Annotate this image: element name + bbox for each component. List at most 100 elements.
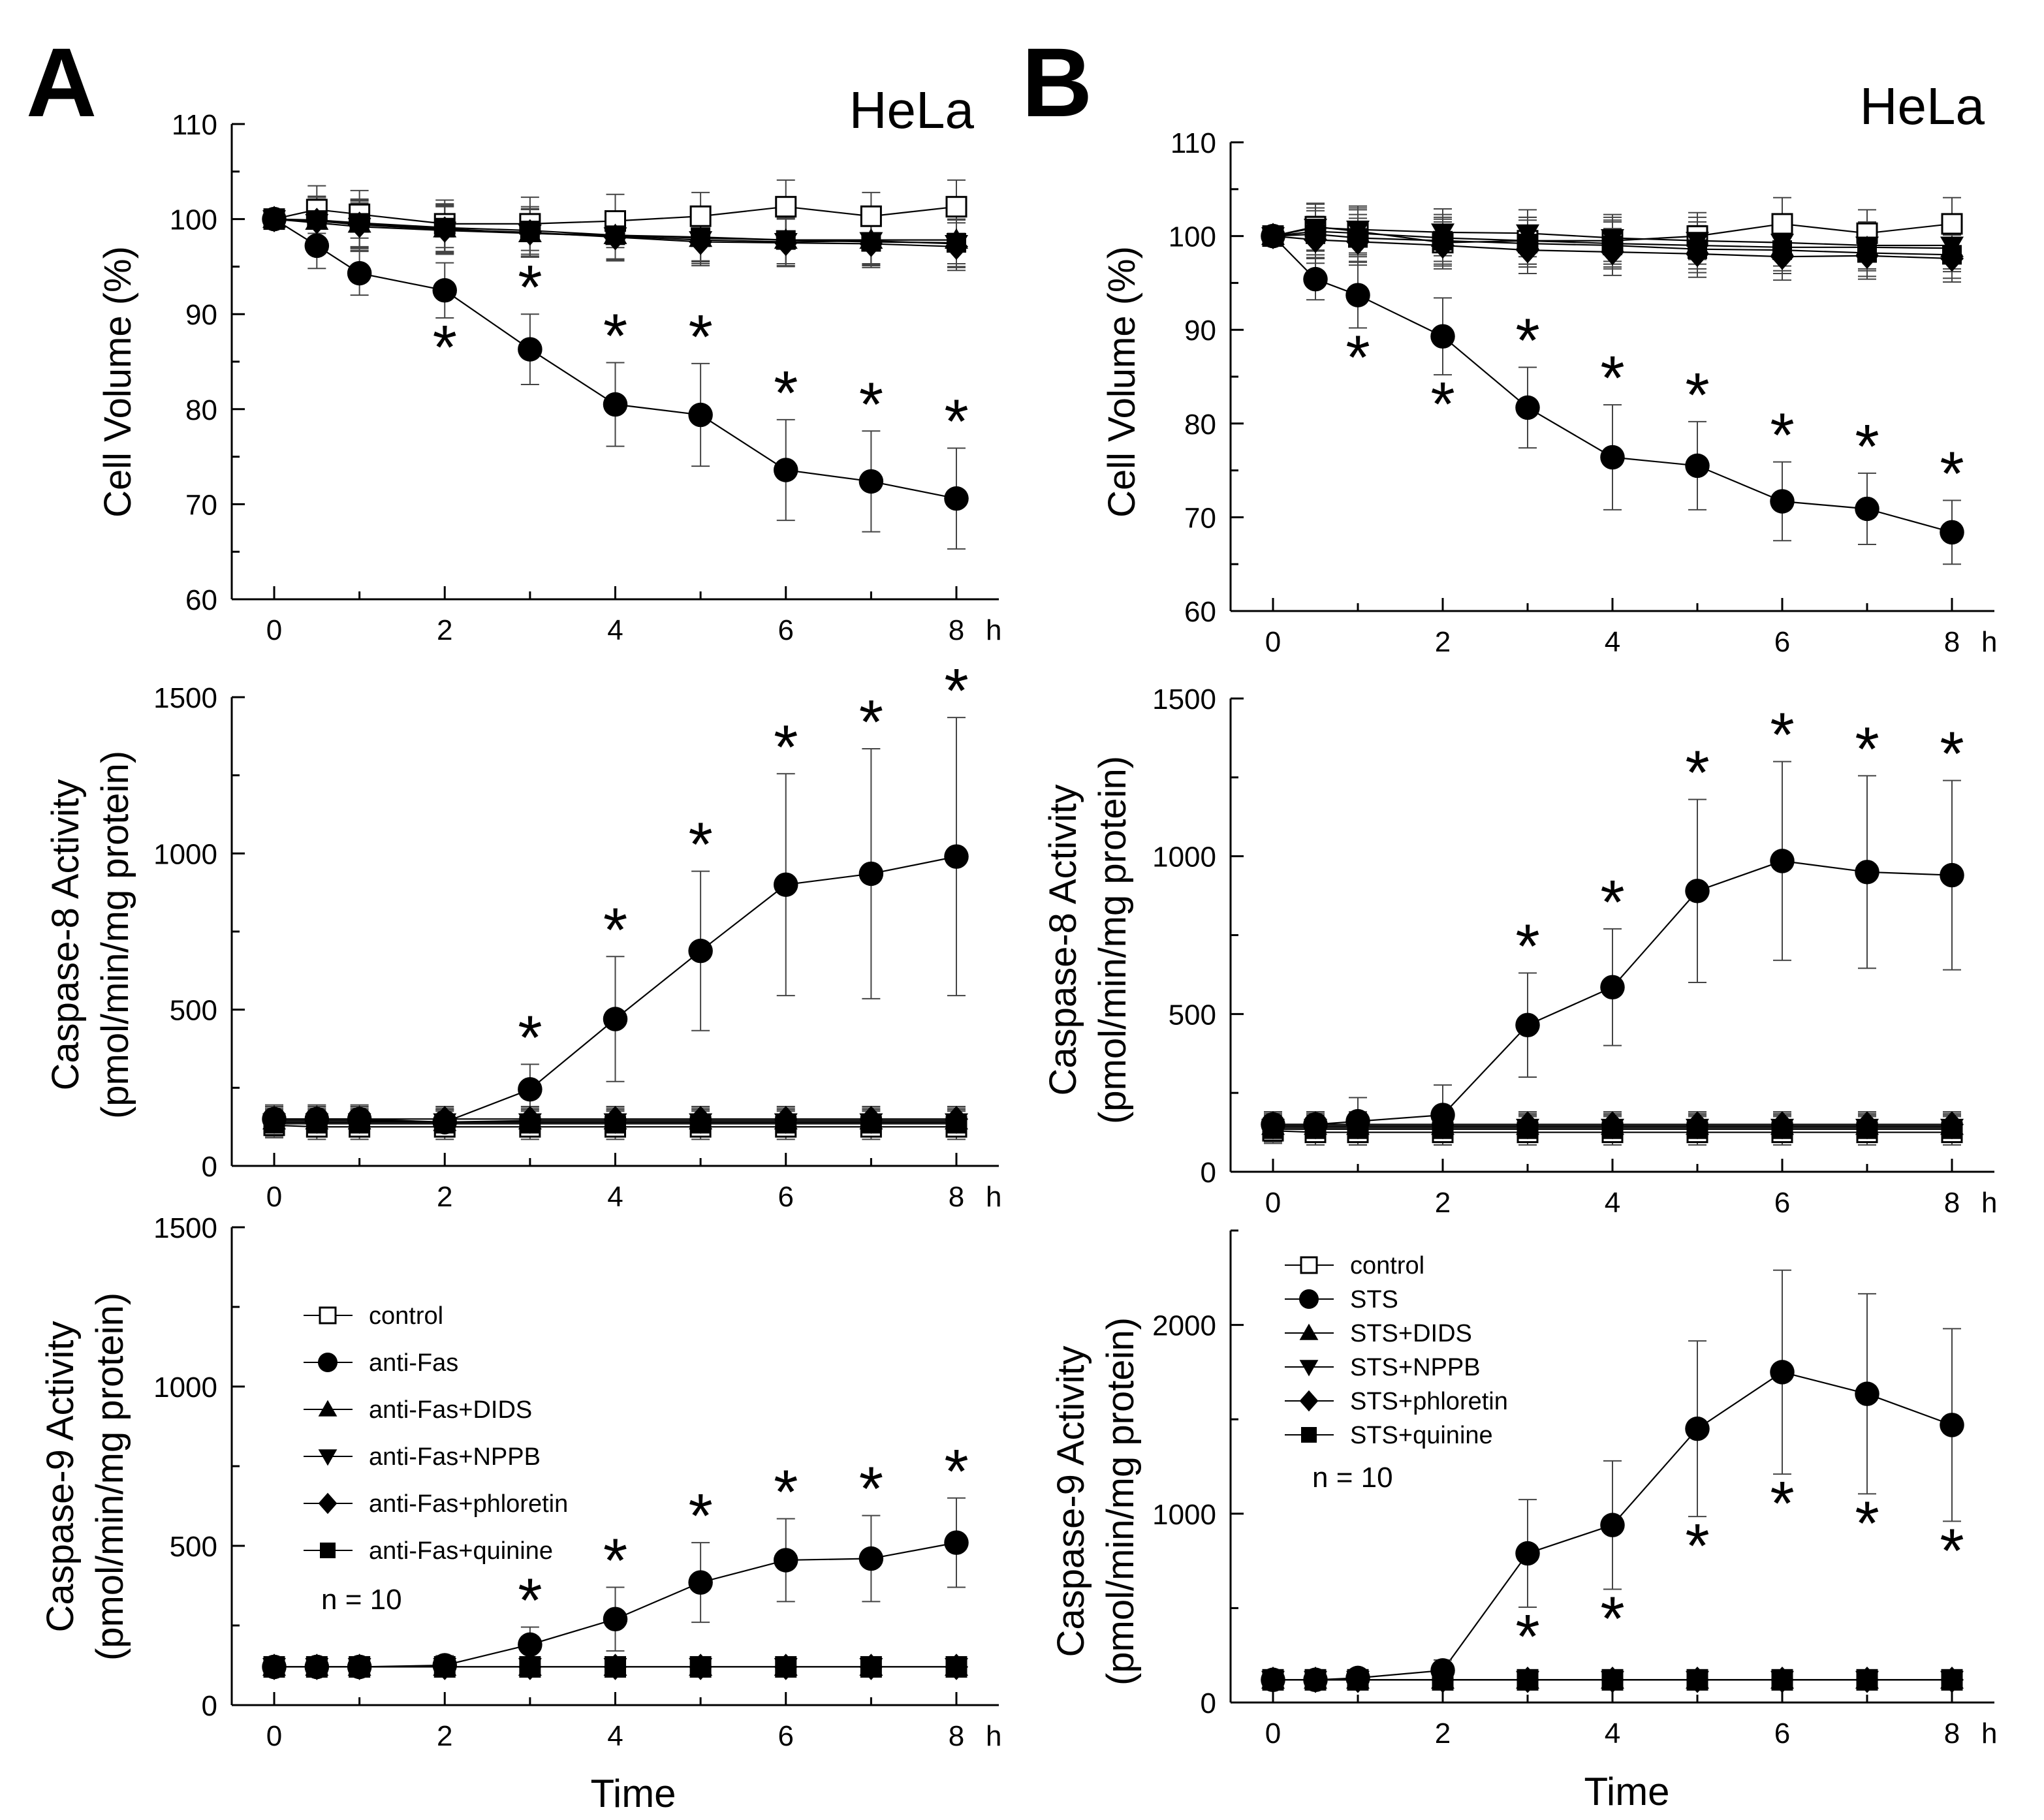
significance-asterisk: * (603, 301, 627, 371)
significance-asterisk: * (518, 1003, 542, 1073)
data-point-filled-square (1306, 1119, 1325, 1139)
data-point-filled-circle (1345, 283, 1370, 307)
data-point-filled-square (861, 1114, 881, 1134)
y-tick-label: 80 (185, 394, 217, 426)
x-tick-label: 6 (1774, 1718, 1790, 1749)
data-point-filled-circle (1685, 453, 1710, 479)
data-point-filled-square (264, 1657, 284, 1677)
data-point-filled-square (691, 1114, 711, 1134)
data-point-filled-circle (518, 1632, 542, 1657)
significance-asterisk: * (774, 1458, 798, 1528)
data-point-filled-square (1348, 228, 1368, 248)
data-point-filled-circle (518, 1076, 542, 1102)
x-tick-label: 6 (778, 1720, 794, 1752)
y-tick-label: 1000 (1152, 1499, 1216, 1531)
y-tick-label: 1500 (153, 682, 217, 714)
data-point-filled-square (520, 1114, 540, 1134)
x-unit-label: h (986, 1720, 1001, 1752)
legend-marker-filled-triangle-down (318, 1449, 338, 1466)
data-point-filled-circle (1600, 1513, 1625, 1537)
legend-marker-filled-circle (318, 1353, 338, 1372)
data-point-filled-square (1603, 1119, 1622, 1139)
data-point-filled-square (349, 1657, 369, 1677)
x-unit-label: h (986, 1181, 1001, 1213)
x-tick-label: 4 (607, 614, 623, 646)
data-point-filled-square (1433, 230, 1453, 251)
legend-marker-filled-square (1301, 1427, 1317, 1443)
legend-marker-filled-circle (1299, 1289, 1319, 1309)
significance-asterisk: * (1855, 714, 1879, 784)
legend-label: STS+phloretin (1350, 1388, 1508, 1415)
data-point-filled-square (1688, 1670, 1707, 1690)
significance-asterisk: * (1345, 322, 1370, 392)
y-axis-title-casp9-a-line1: Caspase-9 Activity (39, 1321, 82, 1632)
data-point-filled-square (264, 209, 284, 229)
data-point-filled-square (605, 1114, 625, 1134)
data-point-filled-circle (1430, 324, 1455, 349)
y-tick-label: 70 (185, 489, 217, 521)
data-point-filled-circle (688, 402, 713, 428)
series-line (1272, 1130, 1952, 1133)
y-axis-title-casp8-b-line1: Caspase-8 Activity (1042, 784, 1084, 1095)
data-point-filled-circle (1685, 879, 1710, 903)
data-point-filled-square (1433, 1670, 1453, 1690)
y-axis-title-casp9-a-line2: (pmol/min/mg protein) (89, 1293, 131, 1661)
x-tick-label: 0 (1265, 626, 1281, 658)
data-point-filled-square (691, 227, 711, 247)
y-tick-label: 1500 (1152, 683, 1216, 715)
y-tick-label: 1500 (153, 1212, 217, 1244)
data-point-filled-circle (603, 1007, 628, 1031)
x-axis-title-a: Time (590, 1772, 676, 1815)
legend-marker-filled-triangle-up (318, 1400, 338, 1417)
x-unit-label: h (1981, 1187, 1997, 1219)
data-point-filled-square (1518, 1119, 1537, 1139)
y-tick-label: 0 (1201, 1687, 1216, 1719)
legend-label: anti-Fas+NPPB (369, 1443, 541, 1471)
x-tick-label: 0 (1265, 1187, 1281, 1219)
data-point-filled-circle (518, 337, 542, 362)
data-point-filled-square (1263, 1670, 1283, 1690)
data-point-filled-square (861, 1657, 881, 1677)
legend-n-label: n = 10 (1312, 1462, 1393, 1494)
legend-label: anti-Fas+DIDS (369, 1396, 532, 1424)
legend-label: STS+NPPB (1350, 1354, 1481, 1381)
significance-asterisk: * (859, 1454, 883, 1524)
data-point-filled-square (1857, 1670, 1877, 1690)
significance-asterisk: * (1430, 369, 1454, 439)
series-line (1272, 235, 1953, 260)
legend-label: STS+quinine (1350, 1422, 1493, 1449)
data-point-filled-square (307, 210, 327, 230)
data-point-filled-square (947, 1114, 966, 1134)
data-point-filled-circle (858, 1546, 884, 1571)
data-point-filled-square (605, 1657, 625, 1677)
legend-marker-open-square (1300, 1256, 1318, 1274)
y-tick-label: 100 (170, 204, 217, 236)
data-point-filled-square (435, 1657, 455, 1677)
y-axis-title-casp8-b-line2: (pmol/min/mg protein) (1092, 756, 1134, 1124)
legend-label: anti-Fas (369, 1349, 458, 1377)
significance-asterisk: * (774, 358, 798, 428)
x-tick-label: 8 (949, 614, 964, 646)
panel-label-a: A (26, 27, 97, 137)
legend-a: control anti-Fas anti-Fas+DIDS anti-Fas+NPP… (304, 1302, 568, 1616)
y-tick-label: 0 (202, 1151, 217, 1183)
plot-b-caspase-9: 0 1000 2000 0 2 4 6 8 h * * * * * * (1152, 1229, 1997, 1749)
data-point-filled-square (1857, 243, 1877, 263)
x-tick-label: 8 (1944, 1187, 1960, 1219)
data-point-filled-circle (1940, 862, 1964, 888)
cell-line-title-b: HeLa (1860, 77, 1985, 135)
data-point-filled-circle (774, 872, 798, 897)
x-tick-label: 0 (266, 1720, 282, 1752)
data-point-filled-circle (1855, 1381, 1879, 1406)
y-axis-title-cell-volume-b: Cell Volume (%) (1101, 246, 1143, 518)
data-point-filled-square (307, 1114, 327, 1134)
data-point-filled-square (947, 1657, 966, 1677)
data-point-filled-square (1263, 1119, 1283, 1139)
series-line (1272, 230, 1953, 249)
data-point-filled-square (349, 213, 369, 233)
y-axis-title-casp9-b-line2: (pmol/min/mg protein) (1099, 1317, 1142, 1686)
data-point-filled-square (349, 1114, 369, 1134)
data-point-filled-square (520, 1657, 540, 1677)
data-point-filled-circle (1770, 489, 1795, 514)
significance-asterisk: * (603, 1526, 627, 1595)
